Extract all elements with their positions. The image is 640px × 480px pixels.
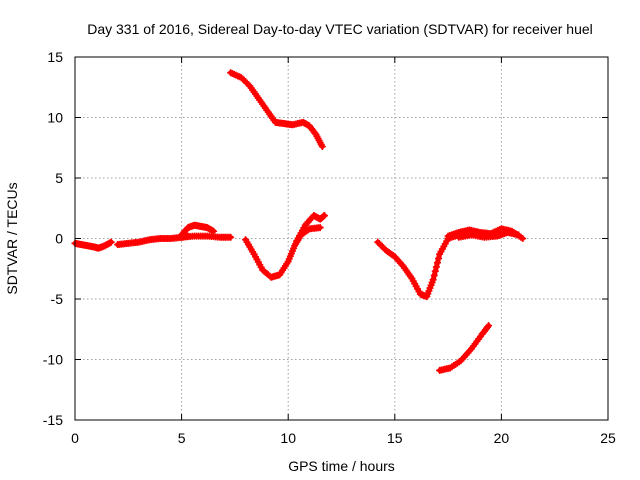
y-tick-label: -5 — [51, 291, 64, 307]
series-arc-10 — [455, 228, 522, 241]
data-point — [431, 267, 439, 275]
data-point — [227, 233, 235, 241]
data-point — [484, 323, 492, 331]
data-point — [432, 263, 440, 271]
series-arc-6 — [242, 224, 324, 281]
series-arc-3 — [178, 221, 218, 239]
y-axis-label: SDTVAR / TECUs — [4, 182, 20, 294]
data-point — [430, 271, 438, 279]
data-point — [485, 322, 493, 330]
data-point — [429, 276, 437, 284]
data-point — [320, 212, 328, 220]
series-arc-5 — [227, 69, 326, 151]
chart-title: Day 331 of 2016, Sidereal Day-to-day VTE… — [87, 21, 593, 37]
y-tick-label: 15 — [47, 49, 63, 65]
x-tick-label: 25 — [600, 430, 616, 446]
x-tick-label: 10 — [280, 430, 296, 446]
data-point — [435, 254, 443, 262]
x-tick-label: 5 — [178, 430, 186, 446]
series-layer — [71, 69, 527, 374]
x-tick-label: 0 — [71, 430, 79, 446]
tick-layer: 0 5 10 15 20 25 -15 -10 -5 0 5 10 15 — [43, 49, 616, 446]
y-tick-label: -15 — [43, 412, 63, 428]
y-tick-label: 10 — [47, 110, 63, 126]
series-arc-1 — [71, 238, 115, 252]
y-tick-label: 5 — [55, 170, 63, 186]
y-tick-label: 0 — [55, 231, 63, 247]
data-point — [433, 259, 441, 267]
series-arc-4 — [178, 232, 235, 241]
series-arc-11 — [436, 322, 493, 374]
data-point — [107, 238, 115, 246]
series-arc-7 — [293, 212, 328, 245]
x-tick-label: 20 — [494, 430, 510, 446]
data-point — [514, 231, 522, 239]
x-axis-label: GPS time / hours — [288, 458, 395, 474]
y-tick-label: -10 — [43, 352, 63, 368]
data-point — [318, 143, 326, 151]
data-point — [316, 224, 324, 232]
series-arc-8 — [374, 231, 463, 301]
x-tick-label: 15 — [387, 430, 403, 446]
data-point — [519, 235, 527, 242]
